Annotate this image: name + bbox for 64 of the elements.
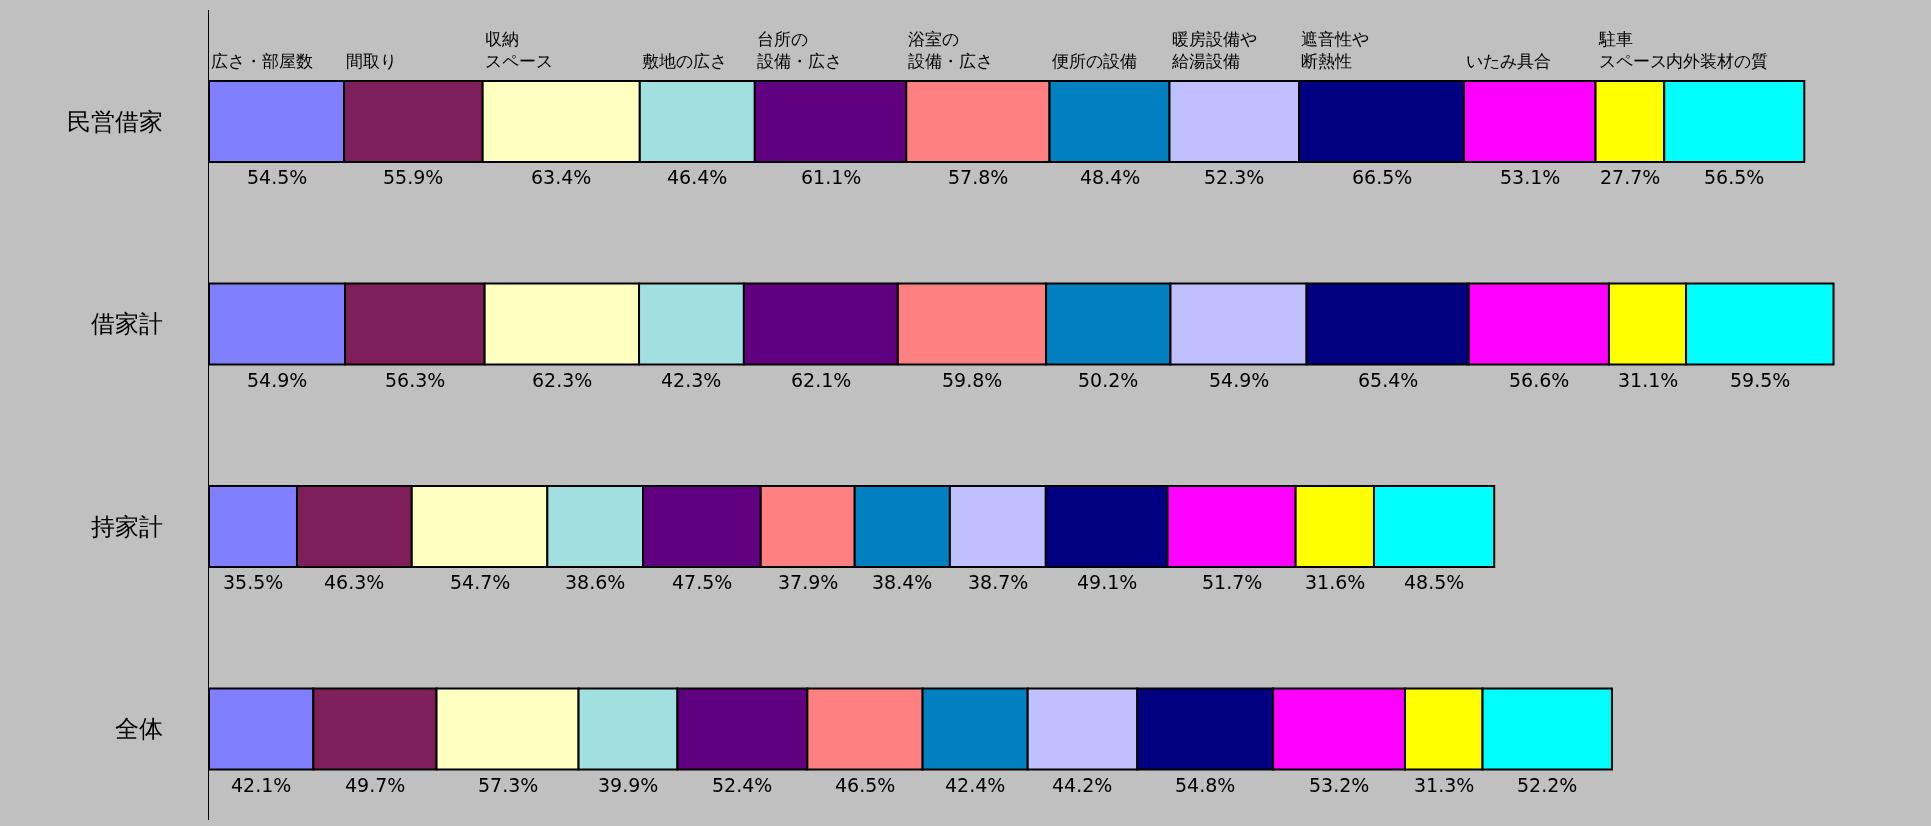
data-label: 39.9% <box>598 774 659 796</box>
data-label: 54.9% <box>247 369 308 391</box>
data-label: 42.3% <box>661 369 722 391</box>
series-label: 収納スペース <box>485 29 553 72</box>
series-label: 敷地の広さ <box>642 51 727 71</box>
data-label: 62.1% <box>791 369 852 391</box>
series-label: 浴室の設備・広さ <box>908 29 993 72</box>
data-label: 57.8% <box>948 166 1009 188</box>
data-label: 54.9% <box>1209 369 1270 391</box>
data-label: 65.4% <box>1358 369 1419 391</box>
data-label: 42.1% <box>231 774 292 796</box>
series-label: 暖房設備や給湯設備 <box>1171 29 1257 72</box>
y-tick-label: 民営借家 <box>67 107 164 136</box>
data-label: 59.5% <box>1730 369 1791 391</box>
data-label: 38.7% <box>968 571 1029 593</box>
data-label: 61.1% <box>801 166 862 188</box>
data-label: 50.2% <box>1078 369 1139 391</box>
data-label: 56.3% <box>385 369 446 391</box>
data-label: 47.5% <box>672 571 733 593</box>
data-label: 38.6% <box>565 571 626 593</box>
data-label: 54.8% <box>1175 774 1236 796</box>
data-label: 35.5% <box>223 571 284 593</box>
series-label: 広さ・部屋数 <box>211 51 313 71</box>
data-label: 48.5% <box>1404 571 1465 593</box>
data-label: 31.1% <box>1618 369 1679 391</box>
data-label: 48.4% <box>1080 166 1141 188</box>
data-label: 54.7% <box>450 571 511 593</box>
data-label: 52.3% <box>1204 166 1265 188</box>
data-label: 46.5% <box>835 774 896 796</box>
y-tick-label: 全体 <box>115 715 164 744</box>
data-label: 46.3% <box>324 571 385 593</box>
data-label: 63.4% <box>531 166 592 188</box>
series-label: 台所の設備・広さ <box>757 29 842 72</box>
data-label: 66.5% <box>1352 166 1413 188</box>
data-label: 56.6% <box>1509 369 1570 391</box>
data-label: 42.4% <box>945 774 1006 796</box>
data-label: 37.9% <box>778 571 839 593</box>
series-label: 便所の設備 <box>1052 51 1137 71</box>
data-label: 31.6% <box>1305 571 1366 593</box>
data-label: 53.1% <box>1500 166 1561 188</box>
data-label: 49.7% <box>345 774 406 796</box>
data-label: 62.3% <box>532 369 593 391</box>
data-label: 52.2% <box>1517 774 1578 796</box>
data-label: 59.8% <box>942 369 1003 391</box>
data-label: 31.3% <box>1414 774 1475 796</box>
data-label: 27.7% <box>1600 166 1661 188</box>
data-label: 57.3% <box>478 774 539 796</box>
data-label: 51.7% <box>1202 571 1263 593</box>
data-label: 56.5% <box>1704 166 1765 188</box>
series-label: 間取り <box>346 51 397 71</box>
series-label: いたみ具合 <box>1466 51 1551 71</box>
series-label: 遮音性や断熱性 <box>1301 29 1369 72</box>
data-label: 46.4% <box>667 166 728 188</box>
data-label: 52.4% <box>712 774 773 796</box>
data-label: 38.4% <box>872 571 933 593</box>
y-tick-label: 借家計 <box>91 310 164 339</box>
data-label: 49.1% <box>1077 571 1138 593</box>
series-label: 駐車スペース <box>1598 29 1667 72</box>
data-label: 54.5% <box>247 166 308 188</box>
series-label: 内外装材の質 <box>1666 51 1768 71</box>
data-label: 53.2% <box>1309 774 1370 796</box>
data-label: 44.2% <box>1052 774 1113 796</box>
y-tick-label: 持家計 <box>91 512 164 541</box>
data-label: 55.9% <box>383 166 444 188</box>
